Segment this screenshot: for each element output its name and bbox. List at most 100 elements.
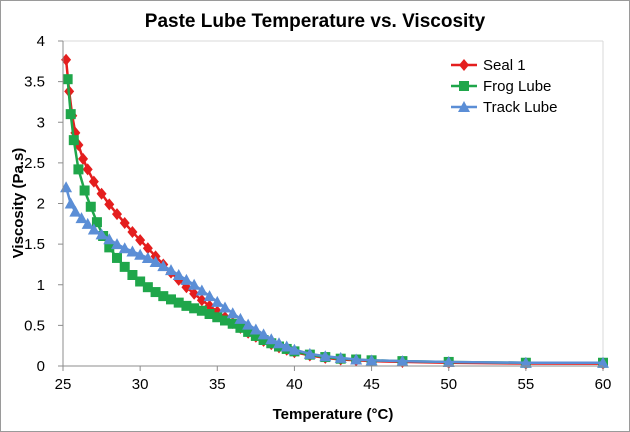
data-point-track-lube: [280, 340, 293, 352]
data-point-track-lube: [134, 248, 147, 260]
y-tick-label: 3: [37, 114, 45, 131]
y-tick-label: 2: [37, 196, 45, 213]
data-point-frog-lube: [65, 109, 76, 120]
x-axis-label: Temperature (°C): [273, 406, 394, 423]
data-point-seal-1: [119, 217, 130, 229]
data-point-seal-1: [78, 152, 89, 165]
data-point-track-lube: [64, 197, 77, 209]
data-point-track-lube: [203, 290, 216, 302]
data-point-track-lube: [165, 264, 177, 276]
data-point-frog-lube: [73, 164, 84, 175]
data-point-seal-1: [196, 294, 207, 307]
data-point-seal-1: [104, 198, 115, 211]
data-point-seal-1: [204, 299, 215, 312]
data-point-frog-lube: [227, 318, 238, 329]
data-point-frog-lube: [112, 252, 122, 263]
x-tick-label: 25: [55, 376, 72, 393]
data-point-track-lube: [396, 355, 409, 367]
data-point-seal-1: [112, 208, 122, 221]
data-point-track-lube: [242, 318, 255, 330]
data-point-frog-lube: [189, 303, 200, 314]
data-point-seal-1: [142, 242, 153, 255]
series-line-track-lube: [64, 186, 603, 364]
series-layer: [60, 53, 609, 370]
data-point-frog-lube: [235, 322, 246, 333]
data-point-seal-1: [127, 225, 138, 238]
data-point-frog-lube: [243, 326, 254, 337]
data-point-track-lube: [265, 333, 278, 345]
data-point-track-lube: [60, 181, 73, 193]
data-point-track-lube: [365, 354, 378, 366]
data-point-seal-1: [82, 163, 93, 176]
data-point-frog-lube: [62, 74, 73, 85]
data-point-track-lube: [303, 347, 316, 359]
axis-layer: 25 30 35 40 45 50 55 60 0 0.5 1 1.5 2 2.5 3 3.5 4: [24, 33, 611, 393]
data-point-frog-lube: [119, 261, 130, 272]
data-point-frog-lube: [104, 242, 115, 253]
data-point-seal-1: [189, 287, 200, 300]
data-point-track-lube: [126, 245, 139, 257]
data-point-track-lube: [75, 212, 88, 224]
legend-item-seal-1: Seal 1: [451, 57, 526, 74]
data-point-frog-lube: [196, 305, 207, 316]
data-point-track-lube: [249, 323, 262, 335]
x-tick-label: 30: [132, 376, 149, 393]
data-point-track-lube: [69, 205, 82, 217]
data-point-track-lube: [211, 295, 224, 307]
x-tick-label: 45: [363, 376, 380, 393]
data-point-track-lube: [226, 307, 239, 319]
data-point-frog-lube: [204, 309, 215, 319]
data-point-frog-lube: [258, 335, 269, 345]
chart-title: Paste Lube Temperature vs. Viscosity: [145, 11, 486, 32]
data-point-track-lube: [180, 273, 193, 285]
series-frog-lube: [62, 74, 608, 368]
data-point-frog-lube: [166, 294, 176, 305]
y-tick-label: 2.5: [24, 155, 45, 172]
data-point-track-lube: [141, 251, 154, 263]
data-point-track-lube: [103, 233, 116, 245]
y-tick-label: 0.5: [24, 317, 45, 334]
y-tick-label: 1.5: [24, 236, 45, 253]
data-point-track-lube: [188, 278, 201, 290]
data-point-frog-lube: [127, 270, 138, 280]
data-point-track-lube: [257, 328, 270, 340]
data-point-track-lube: [597, 356, 609, 368]
legend-label: Frog Lube: [483, 78, 551, 95]
data-point-frog-lube: [142, 282, 153, 293]
data-point-track-lube: [350, 353, 363, 365]
data-point-seal-1: [135, 234, 146, 247]
data-point-frog-lube: [212, 312, 223, 323]
data-point-track-lube: [219, 301, 231, 313]
x-tick-label: 50: [440, 376, 457, 393]
data-point-frog-lube: [158, 291, 169, 302]
x-tick-label: 35: [209, 376, 226, 393]
x-tick-label: 40: [286, 376, 303, 393]
data-point-frog-lube: [85, 201, 96, 212]
data-point-track-lube: [149, 256, 162, 267]
data-point-frog-lube: [250, 330, 261, 341]
data-point-frog-lube: [220, 315, 230, 326]
data-point-frog-lube: [173, 297, 184, 308]
data-point-track-lube: [118, 242, 131, 254]
series-track-lube: [60, 181, 609, 368]
data-point-track-lube: [334, 351, 347, 363]
legend-swatch-marker: [459, 81, 469, 91]
data-point-track-lube: [234, 312, 247, 324]
data-point-track-lube: [195, 284, 208, 296]
legend-label: Seal 1: [483, 57, 526, 74]
legend-item-frog-lube: Frog Lube: [451, 78, 551, 95]
data-point-track-lube: [81, 217, 94, 229]
data-point-track-lube: [288, 343, 301, 355]
x-tick-label: 55: [518, 376, 535, 393]
x-tick-label: 60: [595, 376, 612, 393]
data-point-seal-1: [88, 175, 99, 188]
data-point-frog-lube: [68, 135, 79, 146]
y-tick-label: 1: [37, 277, 45, 294]
legend-label: Track Lube: [483, 99, 557, 116]
data-point-track-lube: [519, 356, 532, 368]
data-point-track-lube: [319, 350, 332, 362]
data-point-frog-lube: [91, 217, 102, 228]
data-point-frog-lube: [135, 276, 146, 287]
legend-item-track-lube: Track Lube: [451, 99, 557, 116]
